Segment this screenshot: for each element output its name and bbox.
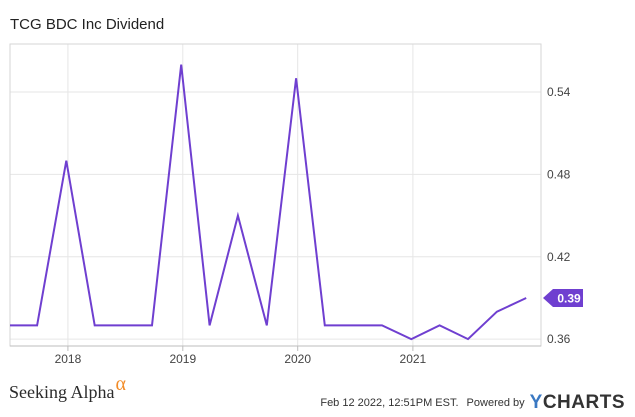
- seeking-alpha-logo: Seeking Alphaα: [9, 373, 126, 404]
- tick-labels: 0.36 0.42 0.48 0.54 2018 2019 2020 2021 0.39: [55, 85, 583, 366]
- series-layer: [10, 64, 527, 341]
- y-tick-label: 0.36: [547, 332, 571, 346]
- alpha-icon: α: [115, 373, 126, 395]
- timestamp: Feb 12 2022, 12:51PM EST.: [320, 397, 459, 409]
- y-tick-label: 0.42: [547, 250, 571, 264]
- ycharts-logo: YCHARTS: [529, 392, 625, 413]
- x-tick-label: 2019: [169, 352, 196, 366]
- dividend-series-line: [10, 64, 527, 341]
- axes: [9, 43, 542, 351]
- x-tick-label: 2020: [284, 352, 311, 366]
- brand-name: Seeking Alpha: [9, 382, 115, 402]
- x-tick-label: 2018: [55, 352, 82, 366]
- chart-footer: Feb 12 2022, 12:51PM EST. Powered by YCH…: [320, 392, 625, 414]
- x-tick-label: 2021: [400, 352, 427, 366]
- y-tick-label: 0.54: [547, 85, 571, 99]
- powered-by-label: Powered by: [466, 397, 525, 409]
- last-value-label: 0.39: [557, 291, 581, 305]
- last-value-badge: [543, 288, 583, 307]
- chart-title: TCG BDC Inc Dividend: [10, 16, 165, 33]
- y-tick-label: 0.48: [547, 167, 571, 181]
